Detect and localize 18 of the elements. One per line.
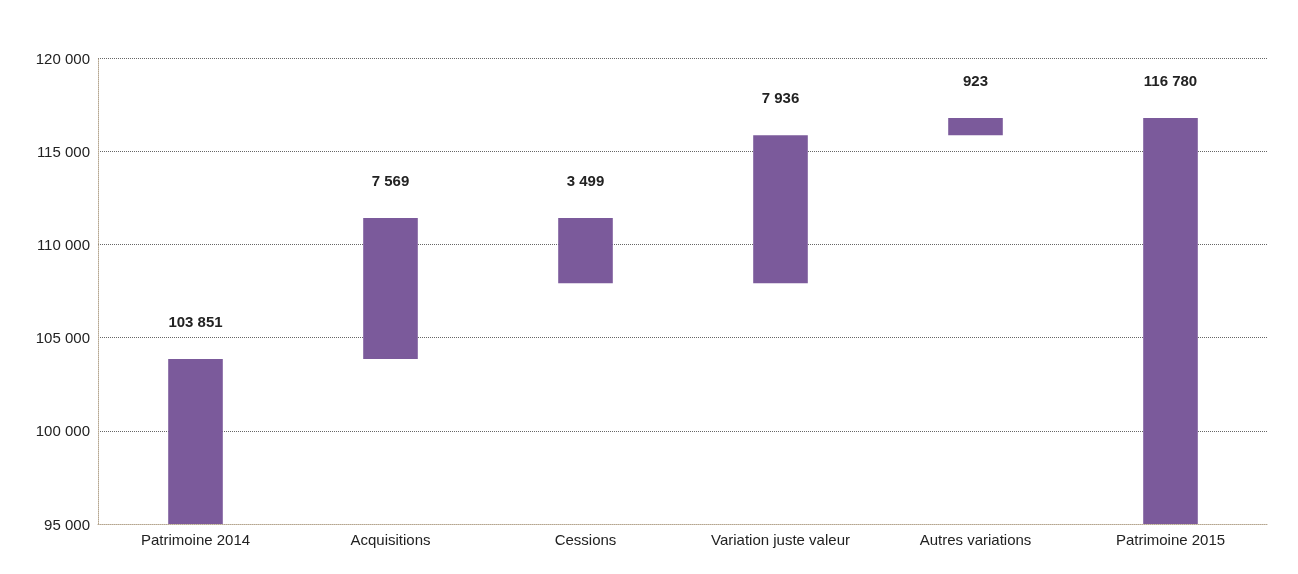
data-label: 7 936 — [761, 89, 800, 107]
y-tick-label: 120 000 — [35, 49, 90, 67]
data-label: 116 780 — [1143, 72, 1198, 90]
x-tick-label: Autres variations — [919, 531, 1032, 548]
x-tick-label: Cessions — [554, 531, 617, 548]
x-tick-label: Acquisitions — [350, 531, 431, 548]
x-tick-label: Patrimoine 2014 — [140, 531, 251, 548]
y-tick-label: 105 000 — [35, 329, 90, 347]
y-tick-label: 100 000 — [35, 422, 90, 440]
data-label: 3 499 — [566, 171, 605, 189]
data-label: 103 851 — [168, 313, 223, 331]
x-tick-label: Variation juste valeur — [711, 531, 850, 548]
x-tick-label: Patrimoine 2015 — [1115, 531, 1226, 548]
y-tick-label: 95 000 — [44, 515, 90, 533]
data-label: 923 — [962, 72, 989, 90]
y-tick-label: 115 000 — [36, 142, 90, 160]
y-tick-label: 110 000 — [36, 235, 90, 253]
data-label: 7 569 — [371, 171, 410, 189]
